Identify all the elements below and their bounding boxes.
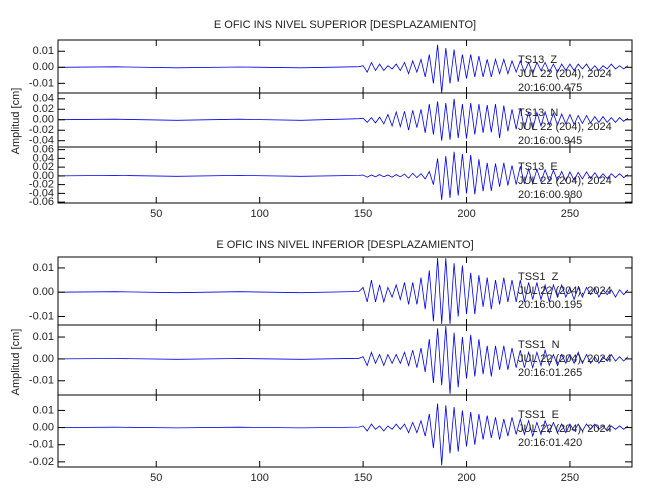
y-tick-label: 0.01 — [33, 45, 54, 57]
panel-frame — [57, 146, 633, 204]
y-tick-label: 0.00 — [33, 114, 54, 126]
station-annotation: JUL 22 (204), 2024 — [518, 121, 612, 133]
panel-frame — [57, 394, 633, 468]
x-tick-label: 150 — [354, 208, 372, 220]
y-tick-label: -0.04 — [29, 187, 54, 199]
y-tick-label: 0.01 — [33, 262, 54, 274]
x-tick-label: 100 — [250, 208, 268, 220]
station-annotation: TSS1 Z — [518, 271, 559, 283]
station-annotation: TSS1 E — [518, 409, 559, 421]
waveform — [58, 403, 629, 466]
station-annotation: 20:16:00.980 — [518, 189, 582, 201]
y-tick-label: -0.01 — [29, 77, 54, 89]
y-tick-label: -0.06 — [29, 196, 54, 208]
section-title: E OFIC INS NIVEL INFERIOR [DESPLAZAMIENT… — [216, 239, 473, 251]
y-tick-label: 0.06 — [33, 144, 54, 156]
station-annotation: TS13 E — [518, 161, 558, 173]
station-annotation: JUL 22 (204), 2024 — [518, 68, 612, 80]
section-title: E OFIC INS NIVEL SUPERIOR [DESPLAZAMIENT… — [214, 19, 476, 31]
x-tick-label: 250 — [561, 472, 579, 484]
x-tick-label: 100 — [250, 472, 268, 484]
y-tick-label: 0.02 — [33, 161, 54, 173]
y-tick-label: 0.01 — [33, 331, 54, 343]
station-annotation: 20:16:00.945 — [518, 135, 582, 147]
x-tick-label: 200 — [457, 472, 475, 484]
x-tick-label: 150 — [354, 472, 372, 484]
station-annotation: 20:16:01.265 — [518, 367, 582, 379]
y-tick-label: 0.00 — [33, 61, 54, 73]
y-tick-label: 0.00 — [33, 170, 54, 182]
y-tick-label: -0.01 — [29, 310, 54, 322]
y-tick-label: -0.01 — [29, 375, 54, 387]
station-annotation: JUL 22 (204), 2024 — [518, 285, 612, 297]
station-annotation: JUL 22 (204), 2024 — [518, 353, 612, 365]
y-tick-label: -0.01 — [29, 439, 54, 451]
station-annotation: TSS1 N — [518, 339, 560, 351]
waveform — [58, 44, 629, 94]
y-tick-label: -0.02 — [29, 179, 54, 191]
waveform — [58, 98, 629, 141]
station-annotation: JUL 22 (204), 2024 — [518, 423, 612, 435]
station-annotation: JUL 22 (204), 2024 — [518, 175, 612, 187]
x-tick-label: 200 — [457, 208, 475, 220]
y-tick-label: -0.04 — [29, 135, 54, 147]
y-tick-label: 0.00 — [33, 421, 54, 433]
waveform — [58, 258, 629, 324]
y-tick-label: -0.02 — [29, 124, 54, 136]
station-annotation: 20:16:00.195 — [518, 299, 582, 311]
y-tick-label: -0.02 — [29, 456, 54, 468]
x-tick-label: 50 — [150, 472, 162, 484]
waveform — [58, 326, 629, 394]
waveform — [58, 151, 629, 200]
y-tick-label: 0.02 — [33, 103, 54, 115]
station-annotation: TS13 Z — [518, 54, 557, 66]
y-tick-label: 0.04 — [33, 152, 54, 164]
station-annotation: 20:16:00.475 — [518, 82, 582, 94]
station-annotation: 20:16:01.420 — [518, 437, 582, 449]
y-tick-label: 0.04 — [33, 93, 54, 105]
x-tick-label: 250 — [561, 208, 579, 220]
y-axis-label: Amplitud [cm] — [10, 329, 22, 396]
y-axis-label: Amplitud [cm] — [10, 88, 22, 155]
y-tick-label: 0.00 — [33, 286, 54, 298]
x-tick-label: 50 — [150, 208, 162, 220]
station-annotation: TS13 N — [518, 107, 558, 119]
y-tick-label: 0.01 — [33, 404, 54, 416]
y-tick-label: 0.00 — [33, 353, 54, 365]
